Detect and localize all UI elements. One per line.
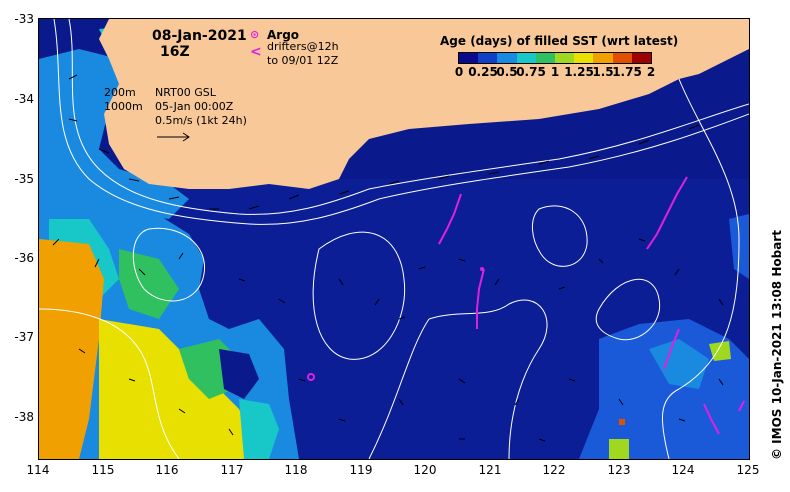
depth-label-1000m: 1000m	[104, 100, 143, 113]
age-patch-lime-south	[609, 439, 629, 459]
colorbar-tick-label: 1	[550, 65, 560, 79]
argo-float	[307, 373, 315, 381]
contour-eddy-west	[132, 227, 205, 302]
colorbar	[458, 52, 652, 64]
drifter-legend-line2: to 09/01 12Z	[267, 54, 339, 67]
age-patch-orange	[39, 239, 104, 459]
colorbar-title: Age (days) of filled SST (wrt latest)	[440, 34, 679, 48]
x-tick-label: 118	[284, 463, 308, 477]
colorbar-segment	[497, 53, 517, 63]
x-tick-label: 123	[607, 463, 631, 477]
colorbar-segment	[574, 53, 594, 63]
depth-label-200m: 200m	[104, 86, 136, 99]
colorbar-tick-label: 0.5	[496, 65, 518, 79]
map-panel[interactable]	[38, 18, 750, 460]
current-time-label: 05-Jan 00:00Z	[155, 100, 234, 113]
age-patch-red-dot	[619, 419, 625, 425]
x-tick-label: 125	[736, 463, 760, 477]
argo-legend-label: Argo	[267, 28, 300, 42]
x-tick-label: 120	[413, 463, 437, 477]
map-title-date: 08-Jan-2021	[152, 28, 247, 44]
contour-1000m	[53, 19, 749, 225]
drifter-tracks	[438, 176, 745, 435]
contour-eddy-north	[532, 205, 588, 267]
colorbar-tick-label: 1.25	[564, 65, 594, 79]
age-patch-cyan-north	[39, 49, 189, 219]
colorbar-tick-label: 2	[646, 65, 656, 79]
argo-legend-icon: ⊙	[250, 28, 260, 41]
colorbar-segment	[593, 53, 613, 63]
velocity-vectors	[52, 74, 724, 442]
contour-meander-west	[368, 318, 430, 459]
credit-text: © IMOS 10-Jan-2021 13:08 Hobart	[770, 230, 784, 460]
x-tick-label: 124	[671, 463, 695, 477]
y-tick-label: -33	[14, 12, 34, 26]
x-tick-label: 115	[91, 463, 115, 477]
colorbar-tick-label: 1.5	[592, 65, 614, 79]
drifter-point	[480, 267, 484, 271]
contour-eddy-east	[595, 278, 661, 341]
x-tick-label: 119	[349, 463, 373, 477]
y-tick-label: -34	[14, 92, 34, 106]
colorbar-segment	[555, 53, 575, 63]
x-tick-label: 121	[478, 463, 502, 477]
colorbar-segment	[516, 53, 536, 63]
colorbar-segment	[612, 53, 632, 63]
x-tick-label: 116	[155, 463, 179, 477]
x-tick-label: 117	[220, 463, 244, 477]
map-title-hour: 16Z	[160, 44, 190, 60]
colorbar-tick-label: 0.75	[516, 65, 546, 79]
colorbar-tick-label: 1.75	[612, 65, 642, 79]
age-patch-dark-inlet	[219, 349, 259, 399]
contour-southwest	[39, 308, 180, 459]
y-tick-label: -38	[14, 410, 34, 424]
x-tick-label: 114	[26, 463, 50, 477]
colorbar-segment	[478, 53, 498, 63]
contour-200m	[68, 19, 749, 215]
map-canvas	[39, 19, 749, 459]
colorbar-segment	[631, 53, 652, 63]
vector-scale-label: 0.5m/s (1kt 24h)	[155, 114, 247, 127]
y-tick-label: -36	[14, 251, 34, 265]
colorbar-segment	[535, 53, 556, 63]
age-patch-cyan-east	[649, 339, 709, 389]
y-tick-label: -35	[14, 172, 34, 186]
age-patch-teal-south	[239, 399, 279, 459]
contour-eddy-central	[312, 231, 406, 360]
drifter-legend-icon: <	[250, 44, 262, 60]
drifter-legend-line1: drifters@12h	[267, 40, 339, 53]
contour-east	[661, 78, 740, 459]
colorbar-tick-label: 0	[454, 65, 464, 79]
colorbar-tick-label: 0.25	[468, 65, 498, 79]
x-tick-label: 122	[542, 463, 566, 477]
product-label: NRT00 GSL	[155, 86, 216, 99]
contour-meander	[428, 299, 548, 459]
scale-arrow	[157, 132, 190, 142]
y-tick-label: -37	[14, 330, 34, 344]
colorbar-segment	[459, 53, 479, 63]
